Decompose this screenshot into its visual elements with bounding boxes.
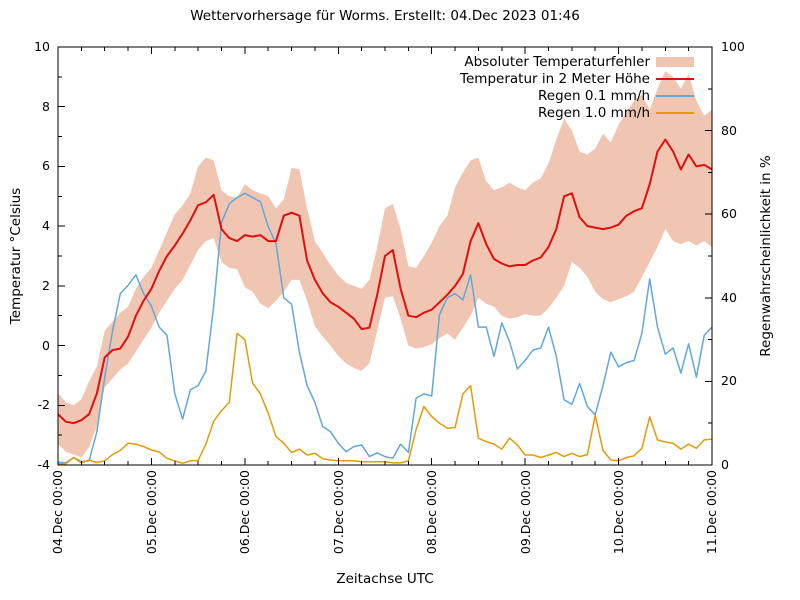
- x-tick-label-text: 06.Dec 00:00: [237, 470, 253, 555]
- legend-swatch-rain10-line: [656, 112, 694, 114]
- legend-swatch-temperature-line: [656, 78, 694, 80]
- x-tick-label-text: 09.Dec 00:00: [517, 470, 533, 555]
- y-left-tick-2: 2: [42, 277, 50, 293]
- x-tick-label-text: 05.Dec 00:00: [143, 470, 159, 555]
- y-left-tick-6: 6: [42, 158, 50, 174]
- y-left-tick-10: 10: [34, 39, 50, 54]
- legend-label-rain-01: Regen 0.1 mm/h: [538, 88, 650, 104]
- y-left-tick-4: 4: [42, 218, 50, 234]
- y-left-tick-8: 8: [42, 98, 50, 114]
- y-right-tick-20: 20: [721, 373, 737, 389]
- x-tick-label-text: 08.Dec 00:00: [424, 470, 440, 555]
- y-axis-left-label: Temperatur °Celsius: [8, 187, 24, 325]
- x-tick-label-text: 07.Dec 00:00: [330, 470, 346, 555]
- legend-label-rain-10: Regen 1.0 mm/h: [538, 105, 650, 121]
- x-axis-label: Zeitachse UTC: [336, 571, 434, 587]
- legend-swatch-rain01-line: [656, 95, 694, 97]
- chart-title: Wettervorhersage für Worms. Erstellt: 04…: [190, 8, 580, 24]
- legend-label-temperature: Temperatur in 2 Meter Höhe: [460, 71, 650, 87]
- y-right-tick-0: 0: [721, 457, 729, 472]
- legend-swatch-band: [656, 57, 694, 67]
- y-right-tick-40: 40: [721, 289, 737, 305]
- y-axis-right-label: Regenwahrscheinlichkeit in %: [758, 155, 774, 357]
- y-left-tick--2: -2: [37, 397, 50, 413]
- y-right-tick-80: 80: [721, 122, 737, 138]
- x-tick-label-text: 11.Dec 00:00: [704, 470, 720, 555]
- x-tick-label-text: 10.Dec 00:00: [611, 470, 627, 555]
- x-tick-label-text: 04.Dec 00:00: [50, 470, 66, 555]
- y-right-tick-100: 100: [721, 39, 745, 54]
- y-left-tick-0: 0: [42, 337, 50, 353]
- legend-label-temperature-error: Absoluter Temperaturfehler: [464, 54, 650, 70]
- y-left-tick--4: -4: [37, 457, 50, 472]
- y-right-tick-60: 60: [721, 206, 737, 222]
